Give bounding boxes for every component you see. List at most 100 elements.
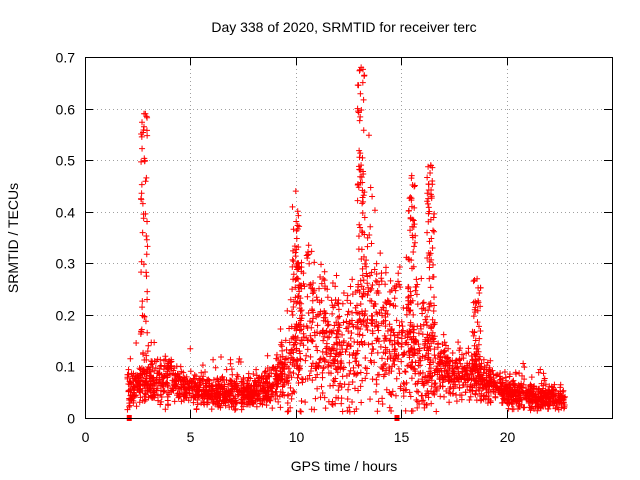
data-point	[382, 264, 389, 271]
data-point	[396, 329, 403, 336]
data-point	[480, 356, 487, 363]
data-point	[225, 381, 232, 388]
data-point	[383, 307, 390, 314]
data-point	[423, 347, 430, 354]
data-point	[336, 342, 343, 349]
data-point	[201, 399, 208, 406]
data-point	[495, 385, 502, 392]
data-point	[287, 404, 294, 411]
data-point	[410, 311, 417, 318]
data-point	[520, 404, 527, 411]
data-point	[293, 261, 300, 268]
data-point	[125, 380, 132, 387]
data-point	[334, 369, 341, 376]
data-point	[368, 350, 375, 357]
data-point	[356, 117, 363, 124]
data-point	[455, 339, 462, 346]
data-point	[439, 341, 446, 348]
data-point	[336, 339, 343, 346]
data-point	[504, 400, 511, 407]
data-point	[402, 387, 409, 394]
data-point	[210, 356, 217, 363]
data-point	[355, 109, 362, 116]
data-point	[358, 64, 365, 71]
data-point	[411, 243, 418, 250]
data-point	[160, 387, 167, 394]
data-point	[196, 375, 203, 382]
data-point	[346, 351, 353, 358]
data-point	[400, 379, 407, 386]
data-point	[388, 325, 395, 332]
data-point	[446, 378, 453, 385]
data-point	[357, 277, 364, 284]
data-point	[542, 381, 549, 388]
data-point	[389, 363, 396, 370]
data-point	[426, 343, 433, 350]
data-point	[416, 354, 423, 361]
data-point	[533, 386, 540, 393]
data-point	[472, 377, 479, 384]
data-point	[366, 272, 373, 279]
x-tick-label: 20	[500, 429, 516, 445]
data-point	[560, 387, 567, 394]
data-point	[217, 376, 224, 383]
data-point	[178, 398, 185, 405]
data-point	[368, 320, 375, 327]
data-point	[409, 407, 416, 414]
data-point	[360, 253, 367, 260]
data-point	[208, 406, 215, 413]
data-point	[483, 386, 490, 393]
data-point	[214, 394, 221, 401]
data-point	[159, 382, 166, 389]
data-point	[429, 244, 436, 251]
data-point	[303, 352, 310, 359]
data-point	[363, 322, 370, 329]
data-point	[150, 374, 157, 381]
data-point	[365, 341, 372, 348]
data-point	[320, 275, 327, 282]
data-point	[244, 392, 251, 399]
data-point	[307, 353, 314, 360]
data-point	[382, 323, 389, 330]
data-point	[164, 397, 171, 404]
data-point	[329, 279, 336, 286]
data-point	[379, 304, 386, 311]
data-point	[265, 372, 272, 379]
data-point	[377, 250, 384, 257]
data-point	[277, 354, 284, 361]
data-point	[359, 332, 366, 339]
data-point	[387, 353, 394, 360]
data-point	[357, 224, 364, 231]
data-point	[359, 229, 366, 236]
data-point	[143, 236, 150, 243]
data-point	[337, 365, 344, 372]
data-point	[304, 293, 311, 300]
x-tick-label: 15	[394, 429, 410, 445]
data-point	[427, 284, 434, 291]
y-tick-label: 0.4	[56, 205, 76, 221]
data-point	[247, 384, 254, 391]
data-point	[310, 309, 317, 316]
data-point	[387, 332, 394, 339]
data-point	[369, 281, 376, 288]
data-point	[412, 381, 419, 388]
data-point	[311, 259, 318, 266]
data-point	[405, 307, 412, 314]
data-point	[269, 405, 276, 412]
data-point	[430, 307, 437, 314]
data-point	[290, 304, 297, 311]
data-point	[137, 371, 144, 378]
data-point	[410, 248, 417, 255]
data-point	[347, 343, 354, 350]
data-point	[289, 203, 296, 210]
data-point	[328, 345, 335, 352]
data-point	[525, 394, 532, 401]
data-point	[139, 377, 146, 384]
data-point	[323, 349, 330, 356]
data-point	[216, 382, 223, 389]
data-point	[358, 106, 365, 113]
data-point	[306, 281, 313, 288]
data-point	[555, 406, 562, 413]
data-point	[227, 356, 234, 363]
